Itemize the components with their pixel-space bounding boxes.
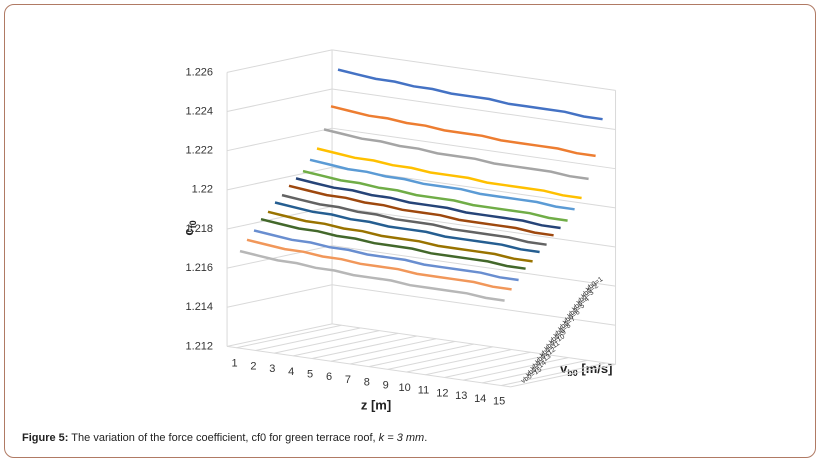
x-tick-label: 15 [493,395,505,407]
grid-line [330,338,437,362]
grid-line [482,359,588,384]
grid-line [226,166,333,191]
x-axis-title: z [m] [361,397,391,412]
caption-k: k = 3 mm [378,432,425,444]
series-line [239,249,505,302]
grid-line [226,127,333,152]
grid-line [274,330,380,354]
x-tick-label: 9 [383,379,389,391]
grid-line [331,205,616,248]
grid-line [226,88,333,113]
grid-line [226,245,333,269]
series-line [267,210,533,263]
grid-line [226,323,333,347]
x-tick-label: 2 [250,360,256,372]
grid-line [331,245,616,287]
series-line [309,158,575,211]
grid-line [406,349,512,373]
x-tick-label: 13 [455,390,467,402]
grid-line [425,351,531,376]
grid-line [293,332,399,357]
x-tick-label: 8 [364,377,370,389]
series-line [337,68,603,121]
grid-line [226,205,333,230]
x-tick-label: 1 [231,358,237,370]
series-line [316,147,582,200]
z-axis-title: vb0 [m/s] [560,361,612,378]
x-tick-label: 4 [288,366,294,378]
caption-label: Figure 5: [22,432,69,444]
caption: Figure 5: The variation of the force coe… [22,432,427,444]
y-axis-title-sub: f0 [188,220,198,228]
floor-edge [226,345,511,388]
series-line [253,229,519,282]
x-tick-label: 10 [398,382,410,394]
grid-line [331,88,616,131]
grid-line [368,343,474,368]
x-tick-label: 5 [307,368,313,380]
grid-line [444,354,550,378]
series-line [295,177,561,230]
grid-line [226,284,333,308]
y-tick-label: 1.222 [186,145,214,157]
y-tick-label: 1.212 [186,340,214,352]
figure-frame [4,4,816,458]
grid-line [349,340,456,365]
series-line [246,238,512,291]
grid-line [226,49,333,73]
y-axis-title: cf0 [181,220,198,235]
z-axis-title-main: v [560,361,568,376]
x-tick-label: 7 [345,374,351,386]
y-tick-label: 1.22 [192,184,213,196]
series-line [260,217,526,270]
y-axis-title-main: c [181,228,196,235]
series-line [323,128,589,181]
grid-line [331,284,616,326]
grid-line [331,49,616,91]
x-tick-label: 12 [436,387,448,399]
y-tick-label: 1.214 [186,301,214,313]
x-tick-label: 3 [269,363,275,375]
series-line [288,184,554,237]
y-tick-label: 1.216 [186,262,214,274]
grid-line [387,346,493,370]
grid-line [236,324,342,349]
caption-text: The variation of the force coefficient, … [68,432,379,444]
x-tick-label: 6 [326,371,332,383]
y-tick-label: 1.226 [186,66,214,78]
grid-line [463,357,569,381]
series-line [302,169,568,222]
grid-line [311,335,418,360]
floor-edge [510,363,616,388]
series-line [274,201,540,254]
x-tick-label: 14 [474,393,486,405]
series-line [281,193,547,246]
y-tick-label: 1.218 [186,223,214,235]
grid-line [331,127,616,170]
grid-line [255,327,361,351]
y-tick-label: 1.224 [186,105,214,117]
grid-line [500,362,607,387]
caption-end: . [424,432,428,444]
x-tick-label: 11 [418,385,429,397]
series-line [330,105,596,158]
